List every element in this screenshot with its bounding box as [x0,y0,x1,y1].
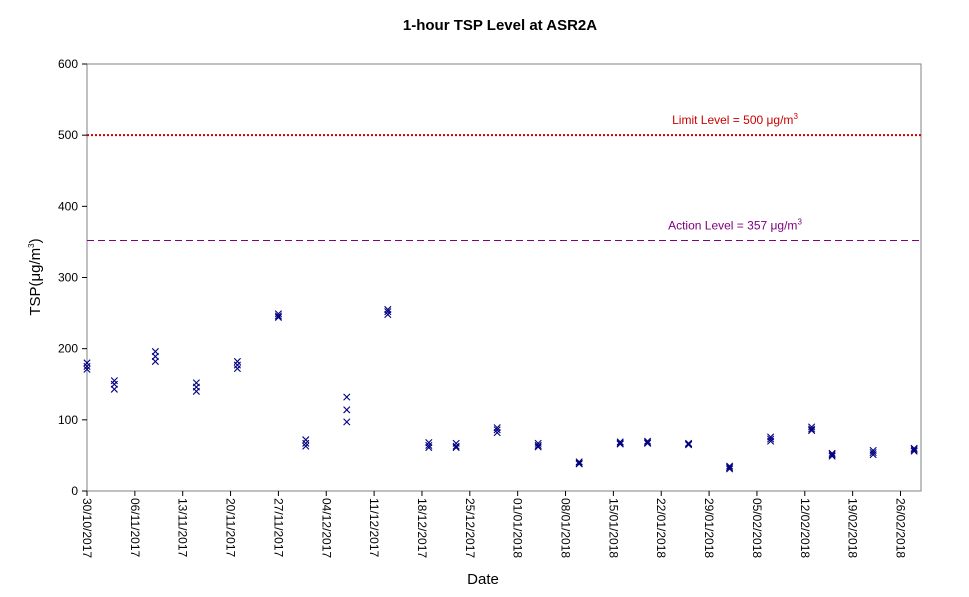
x-axis: 30/10/2017 06/11/2017 13/11/2017 20/11/2017… [80,491,907,558]
data-point [452,443,460,452]
data-point [767,437,775,445]
x-tick-label: 04/12/2017 [319,498,333,558]
data-point [616,438,624,446]
data-point [302,442,310,450]
data-point [616,440,624,448]
x-tick-label: 19/02/2018 [846,498,860,558]
data-point [83,365,91,373]
y-tick-label: 0 [71,484,78,498]
data-point [910,444,918,452]
data-point [808,425,816,433]
action-level-label: Action Level = 357 μg/m3 [668,217,802,232]
data-point [384,310,392,319]
y-tick-label: 600 [58,57,78,71]
x-tick-label: 01/01/2018 [511,498,525,558]
data-point [726,462,734,470]
data-point [274,312,282,320]
data-point [910,446,918,454]
y-tick-label: 400 [58,199,78,213]
reference-lines: Limit Level = 500 μg/m3 Action Level = 35… [87,112,921,241]
plot-area [86,63,922,492]
data-point [828,451,836,459]
x-tick-label: 20/11/2017 [224,498,238,557]
y-tick-label: 500 [58,128,78,142]
data-point [869,448,877,457]
x-tick-label: 05/02/2018 [750,498,764,558]
x-tick-label: 22/01/2018 [654,498,668,558]
data-markers [83,305,918,473]
data-point [726,465,734,473]
data-point [274,313,282,321]
data-point [534,443,542,451]
x-tick-label: 18/12/2017 [415,498,429,558]
data-point [493,426,501,434]
y-tick-label: 300 [58,271,78,285]
x-tick-label: 12/02/2018 [798,498,812,558]
data-point [110,385,118,393]
data-point [83,362,91,371]
data-point [233,365,241,373]
x-tick-label: 06/11/2017 [128,498,142,557]
data-point [425,441,433,450]
data-point [643,439,652,447]
data-point [684,441,693,449]
data-point [767,435,775,443]
data-point [302,439,310,447]
x-tick-label: 26/02/2018 [893,498,907,558]
data-point [808,426,816,435]
y-axis-label: TSP(μg/m3) [27,238,44,315]
x-tick-label: 25/12/2017 [463,498,477,558]
x-tick-label: 13/11/2017 [176,498,190,557]
data-point [343,406,351,414]
y-axis: 0 100 200 300 400 500 600 [58,57,87,498]
data-point [534,441,542,450]
x-tick-label: 27/11/2017 [271,498,285,557]
data-point [828,452,836,460]
y-tick-label: 200 [58,342,78,356]
data-point [910,447,918,455]
data-point [828,449,836,457]
data-point [384,308,392,316]
data-point [151,357,159,366]
data-point [452,442,460,450]
x-tick-label: 30/10/2017 [80,498,94,558]
x-tick-label: 08/01/2018 [559,498,573,558]
data-point [869,451,877,459]
x-tick-label: 29/01/2018 [702,498,716,558]
x-axis-label: Date [467,571,499,588]
data-point [425,443,433,452]
data-point [343,393,351,401]
data-point [575,458,583,466]
y-tick-label: 100 [58,413,78,427]
x-tick-label: 15/01/2018 [606,498,620,558]
chart-title: 1-hour TSP Level at ASR2A [403,17,597,34]
x-tick-label: 11/12/2017 [367,498,381,557]
data-point [575,460,583,468]
data-point [643,437,652,445]
data-point [726,463,734,472]
data-point [192,387,200,395]
data-point [343,418,351,426]
data-point [493,429,501,437]
limit-level-label: Limit Level = 500 μg/m3 [672,112,798,127]
